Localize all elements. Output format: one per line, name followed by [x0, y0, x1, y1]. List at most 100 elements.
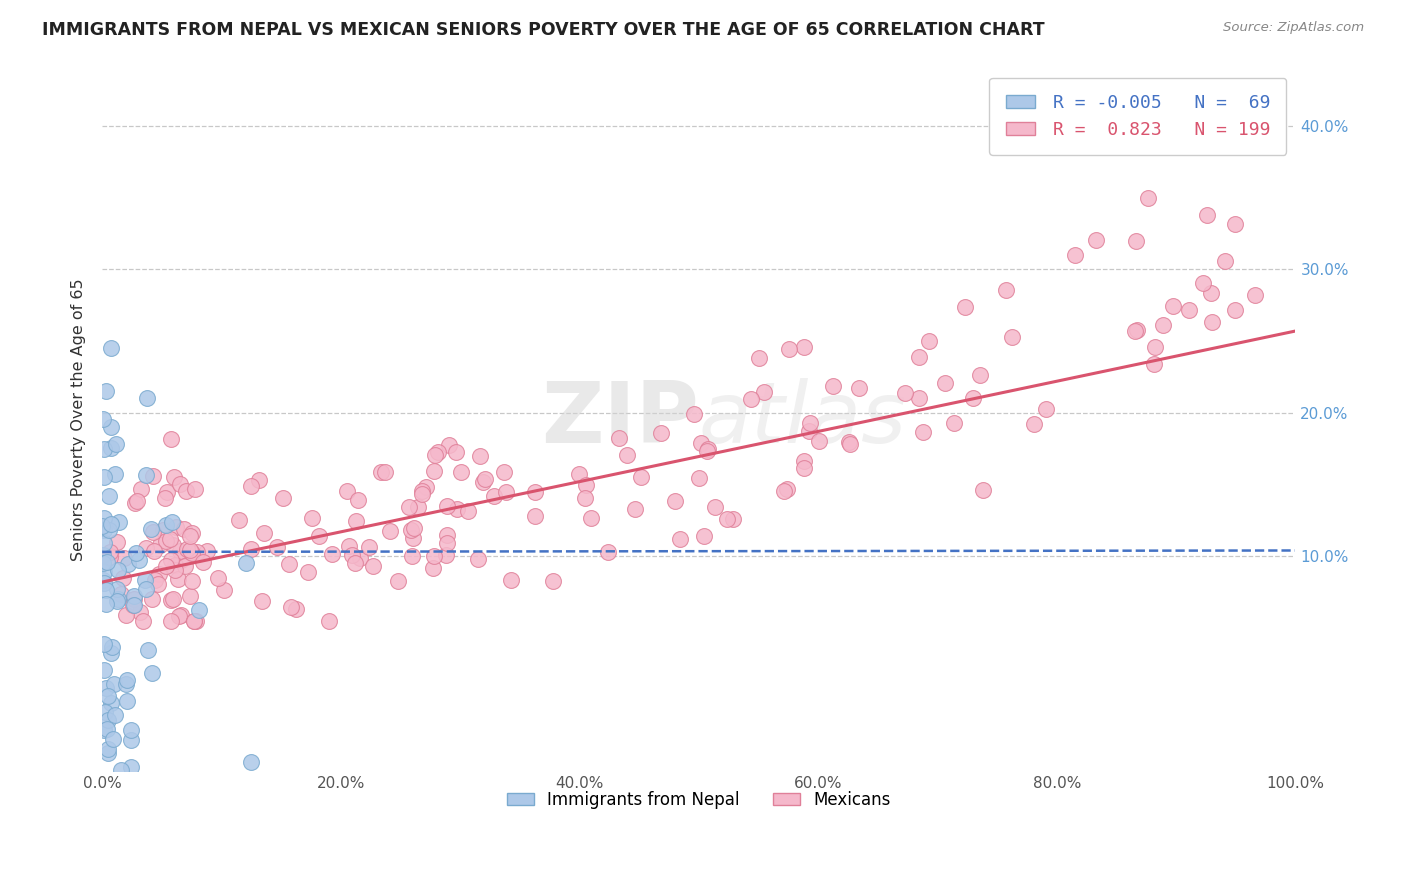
Point: [1177, 302, 1199, 317]
Point: [128, 553, 150, 567]
Point: [450, 465, 472, 479]
Point: [91, 549, 114, 563]
Point: [616, 448, 638, 462]
Point: [91, 518, 114, 533]
Point: [156, 484, 179, 499]
Point: [457, 504, 479, 518]
Point: [1035, 401, 1057, 416]
Point: [716, 512, 738, 526]
Point: [799, 425, 821, 439]
Point: [575, 478, 598, 492]
Point: [103, 467, 125, 482]
Point: [103, 732, 125, 747]
Point: [160, 614, 183, 628]
Point: [110, 763, 132, 777]
Point: [173, 558, 195, 573]
Text: atlas: atlas: [699, 378, 907, 461]
Point: [170, 607, 193, 622]
Point: [135, 468, 157, 483]
Point: [422, 560, 444, 574]
Point: [266, 540, 288, 554]
Point: [160, 515, 183, 529]
Point: [120, 723, 142, 737]
Point: [848, 381, 870, 395]
Point: [470, 450, 492, 464]
Point: [93, 442, 115, 456]
Point: [169, 608, 191, 623]
Point: [96, 681, 118, 695]
Point: [347, 492, 370, 507]
Point: [664, 493, 686, 508]
Point: [94, 582, 117, 597]
Point: [1199, 285, 1222, 300]
Point: [1244, 288, 1267, 302]
Point: [318, 614, 340, 628]
Point: [146, 577, 169, 591]
Point: [574, 491, 596, 505]
Point: [124, 496, 146, 510]
Point: [148, 566, 170, 581]
Point: [107, 563, 129, 577]
Point: [93, 523, 115, 537]
Point: [387, 574, 409, 588]
Point: [98, 489, 121, 503]
Point: [163, 470, 186, 484]
Point: [363, 558, 385, 573]
Point: [250, 594, 273, 608]
Point: [1144, 340, 1167, 354]
Point: [401, 549, 423, 563]
Point: [838, 436, 860, 450]
Point: [93, 565, 115, 579]
Point: [357, 541, 380, 555]
Point: [112, 571, 135, 585]
Point: [446, 445, 468, 459]
Point: [112, 551, 135, 566]
Point: [918, 334, 941, 348]
Point: [240, 542, 263, 557]
Point: [799, 417, 821, 431]
Point: [169, 553, 191, 567]
Point: [778, 342, 800, 356]
Point: [153, 491, 176, 506]
Point: [94, 384, 117, 399]
Point: [972, 483, 994, 498]
Point: [139, 522, 162, 536]
Point: [721, 512, 744, 526]
Point: [167, 572, 190, 586]
Point: [91, 412, 114, 426]
Point: [683, 407, 706, 421]
Point: [239, 479, 262, 493]
Point: [96, 556, 118, 570]
Point: [183, 614, 205, 628]
Point: [179, 542, 201, 557]
Legend: Immigrants from Nepal, Mexicans: Immigrants from Nepal, Mexicans: [501, 784, 897, 816]
Point: [247, 474, 270, 488]
Point: [630, 469, 652, 483]
Point: [607, 431, 630, 445]
Point: [426, 444, 449, 458]
Point: [122, 590, 145, 604]
Point: [100, 640, 122, 654]
Point: [160, 433, 183, 447]
Point: [624, 502, 647, 516]
Point: [344, 514, 367, 528]
Point: [159, 593, 181, 607]
Point: [793, 461, 815, 475]
Point: [349, 551, 371, 566]
Point: [141, 666, 163, 681]
Point: [193, 556, 215, 570]
Point: [160, 552, 183, 566]
Point: [100, 420, 122, 434]
Point: [181, 525, 204, 540]
Point: [169, 543, 191, 558]
Point: [143, 573, 166, 587]
Point: [336, 484, 359, 499]
Point: [162, 538, 184, 552]
Point: [962, 391, 984, 405]
Point: [406, 500, 429, 515]
Point: [122, 598, 145, 612]
Point: [142, 469, 165, 483]
Point: [1213, 253, 1236, 268]
Point: [125, 494, 148, 508]
Point: [165, 563, 187, 577]
